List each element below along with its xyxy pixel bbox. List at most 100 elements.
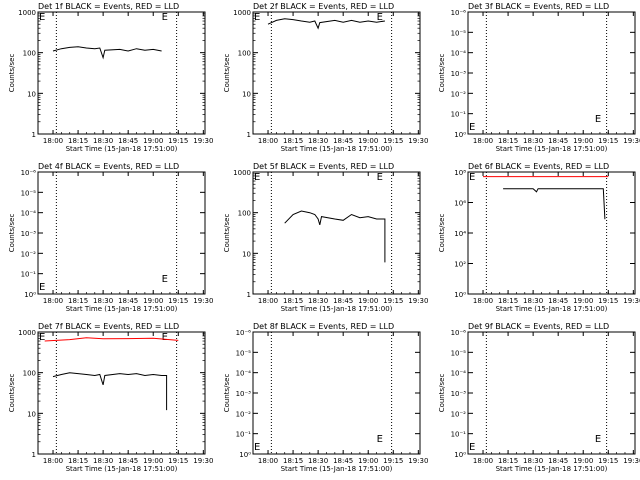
x-tick-label: 18:30 <box>308 297 328 305</box>
x-tick-label: 18:00 <box>258 137 278 145</box>
event-marker-label: E <box>377 12 383 23</box>
y-tick-label: 1000 <box>18 9 36 17</box>
event-marker-label: E <box>39 282 45 293</box>
y-axis-label: Counts/sec <box>223 214 231 253</box>
x-tick-label: 18:30 <box>93 137 113 145</box>
y-tick-label: 1 <box>247 131 251 139</box>
x-tick-label: 18:00 <box>258 457 278 465</box>
chart-title: Det 3f BLACK = Events, RED = LLD <box>468 2 609 11</box>
event-marker-label: E <box>254 12 260 23</box>
x-tick-label: 18:30 <box>93 457 113 465</box>
x-tick-label: 18:45 <box>548 137 568 145</box>
x-tick-label: 19:30 <box>193 137 213 145</box>
chart-title: Det 9f BLACK = Events, RED = LLD <box>468 322 609 331</box>
y-tick-label: 10⁻⁴ <box>451 50 467 58</box>
chart-panel-5: Det 5f BLACK = Events, RED = LLD 1 10 100 10… <box>223 162 428 313</box>
x-tick-label: 18:15 <box>498 457 518 465</box>
y-tick-label: 10⁻⁵ <box>236 349 252 357</box>
x-axis-label: Start Time (15-Jan-18 17:51:00) <box>281 305 393 313</box>
event-marker-label: E <box>377 172 383 183</box>
chart-title: Det 2f BLACK = Events, RED = LLD <box>253 2 394 11</box>
plot-frame <box>37 331 206 455</box>
y-tick-label: 10⁻⁴ <box>21 210 37 218</box>
y-tick-label: 10⁰ <box>239 451 251 459</box>
y-tick-label: 1000 <box>233 9 251 17</box>
plot-frame <box>37 11 206 135</box>
y-tick-label: 10⁻⁵ <box>451 349 467 357</box>
y-tick-label: 100 <box>23 370 36 378</box>
x-tick-label: 18:45 <box>548 297 568 305</box>
x-tick-label: 18:45 <box>333 137 353 145</box>
y-tick-label: 10⁻⁶ <box>21 169 37 177</box>
y-tick-label: 10 <box>242 250 251 258</box>
y-tick-label: 10⁻³ <box>236 390 252 398</box>
chart-panel-9: Det 9f BLACK = Events, RED = LLD 10⁰ 10⁻¹ 1… <box>438 322 640 473</box>
x-axis-label: Start Time (15-Jan-18 17:51:00) <box>66 305 178 313</box>
x-tick-label: 18:30 <box>523 457 543 465</box>
y-tick-label: 10⁻³ <box>21 230 37 238</box>
x-tick-label: 19:15 <box>598 297 618 305</box>
y-tick-label: 10⁻¹ <box>21 271 37 279</box>
event-marker-label: E <box>469 122 475 133</box>
event-marker-label: E <box>377 434 383 445</box>
x-tick-label: 18:30 <box>308 137 328 145</box>
x-tick-label: 18:00 <box>43 137 63 145</box>
y-axis-label: Counts/sec <box>223 54 231 93</box>
y-tick-label: 10² <box>454 261 466 269</box>
x-tick-label: 18:15 <box>498 137 518 145</box>
y-axis-label: Counts/sec <box>438 374 446 413</box>
series-lld-line <box>44 337 179 342</box>
plot-frame <box>252 11 421 135</box>
event-marker-label: E <box>162 12 168 23</box>
y-tick-label: 10⁻³ <box>451 70 467 78</box>
x-tick-label: 18:00 <box>473 137 493 145</box>
chart-panel-6: Det 6f BLACK = Events, RED = LLD 10⁰ 10² 10… <box>438 162 640 313</box>
x-tick-label: 18:45 <box>118 137 138 145</box>
series-events-line <box>52 46 162 60</box>
y-tick-label: 10⁻⁴ <box>451 370 467 378</box>
x-tick-label: 19:00 <box>573 137 593 145</box>
y-tick-label: 1 <box>247 291 251 299</box>
x-axis-label: Start Time (15-Jan-18 17:51:00) <box>281 465 393 473</box>
x-tick-label: 18:15 <box>68 297 88 305</box>
chart-panel-1: Det 1f BLACK = Events, RED = LLD 1 10 100 10… <box>8 2 213 153</box>
x-tick-label: 19:00 <box>573 457 593 465</box>
y-tick-label: 10⁻⁴ <box>236 370 252 378</box>
y-tick-label: 10⁻⁵ <box>451 29 467 37</box>
x-tick-label: 18:00 <box>473 297 493 305</box>
x-tick-label: 19:30 <box>408 137 428 145</box>
chart-panel-2: Det 2f BLACK = Events, RED = LLD 1 10 100 10… <box>223 2 428 153</box>
x-tick-label: 19:15 <box>383 137 403 145</box>
x-tick-label: 19:15 <box>168 137 188 145</box>
y-tick-label: 10⁻³ <box>451 390 467 398</box>
event-marker-label: E <box>162 274 168 285</box>
x-tick-label: 18:00 <box>473 457 493 465</box>
x-tick-label: 19:15 <box>168 297 188 305</box>
y-tick-label: 10⁰ <box>454 451 466 459</box>
x-axis-label: Start Time (15-Jan-18 17:51:00) <box>66 465 178 473</box>
x-tick-label: 18:30 <box>523 297 543 305</box>
y-tick-label: 10⁻² <box>451 410 467 418</box>
x-axis-label: Start Time (15-Jan-18 17:51:00) <box>496 145 608 153</box>
x-tick-label: 19:00 <box>143 297 163 305</box>
y-tick-label: 100 <box>238 210 251 218</box>
y-tick-label: 10⁻⁶ <box>451 9 467 17</box>
x-tick-label: 19:00 <box>143 137 163 145</box>
plot-frame <box>467 171 636 295</box>
chart-title: Det 1f BLACK = Events, RED = LLD <box>38 2 179 11</box>
x-tick-label: 18:45 <box>333 297 353 305</box>
y-tick-label: 10⁻² <box>21 250 37 258</box>
y-tick-label: 10 <box>27 410 36 418</box>
x-tick-label: 19:15 <box>383 297 403 305</box>
x-axis-label: Start Time (15-Jan-18 17:51:00) <box>66 145 178 153</box>
y-tick-label: 1000 <box>233 169 251 177</box>
plot-frame <box>252 171 421 295</box>
y-tick-label: 10⁻⁶ <box>451 329 467 337</box>
x-tick-label: 19:30 <box>408 297 428 305</box>
x-tick-label: 18:45 <box>118 457 138 465</box>
event-marker-label: E <box>39 332 45 343</box>
event-marker-label: E <box>469 172 475 183</box>
x-tick-label: 19:00 <box>358 297 378 305</box>
y-tick-label: 100 <box>238 50 251 58</box>
y-tick-label: 10⁻⁵ <box>21 189 37 197</box>
